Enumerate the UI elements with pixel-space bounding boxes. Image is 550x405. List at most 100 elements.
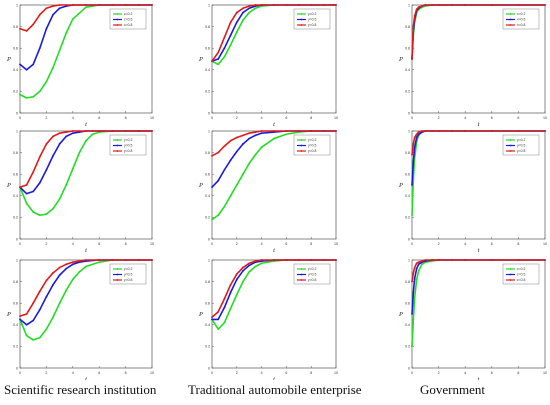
data-point: [85, 130, 87, 132]
data-point: [38, 290, 41, 293]
legend-label: x=0.8: [517, 23, 526, 27]
data-point: [52, 272, 54, 274]
data-point: [52, 154, 54, 157]
data-point: [235, 136, 238, 139]
x-tick-label: 8: [125, 116, 127, 120]
data-point: [25, 334, 28, 337]
data-point: [437, 130, 440, 132]
data-point: [248, 262, 251, 265]
legend-marker: [509, 139, 512, 141]
data-point: [52, 66, 54, 69]
data-point: [411, 58, 413, 60]
data-point: [45, 7, 48, 10]
y-tick-label: 0.8: [405, 25, 410, 29]
data-point: [242, 269, 244, 272]
x-tick-label: 2: [236, 242, 238, 246]
x-tick-label: 0: [411, 116, 413, 120]
data-point: [52, 283, 54, 286]
y-tick-label: 0.2: [405, 90, 410, 94]
y-axis-label: P: [6, 182, 11, 189]
data-point: [242, 173, 244, 176]
legend-marker: [300, 13, 303, 15]
chart-panel: 0 2 4 6 8 10 0 0.2 0.4 0.6 0.8 1 t Py=0.2 y=0.5y=0.8: [6, 129, 154, 254]
data-point: [65, 267, 68, 270]
chart-panel: 0 2 4 6 8 10 0 0.2 0.4 0.6 0.8 1 t Pz=0.2 z=0.5z=0.8: [6, 3, 154, 128]
data-point: [464, 4, 467, 6]
caption-traditional-automobile-enterprise: Traditional automobile enterprise: [188, 382, 362, 397]
chart-panel: 0 2 4 6 8 10 0 0.2 0.4 0.6 0.8 1 t Py=0.2 y=0.5y=0.8: [198, 3, 338, 128]
data-point: [65, 263, 68, 266]
y-tick-label: 1: [16, 3, 18, 7]
data-point: [285, 4, 288, 6]
data-point: [45, 279, 48, 282]
data-point: [71, 132, 74, 135]
data-point: [415, 8, 418, 11]
data-point: [229, 21, 232, 24]
data-point: [417, 263, 420, 266]
y-tick-label: 0.8: [205, 280, 210, 284]
data-point: [413, 146, 416, 149]
legend-marker: [509, 24, 512, 26]
data-point: [235, 278, 238, 281]
x-tick-label: 0: [411, 242, 413, 246]
legend-label: y=0.8: [124, 278, 133, 282]
legend-label: y=0.5: [308, 18, 317, 22]
y-axis-label: P: [398, 56, 403, 63]
y-tick-label: 0.2: [205, 90, 210, 94]
legend-label: y=0.5: [308, 144, 317, 148]
x-axis-label: t: [273, 376, 275, 380]
data-point: [25, 323, 28, 326]
data-point: [421, 260, 423, 262]
legend-marker: [116, 273, 119, 276]
x-tick-label: 4: [464, 242, 466, 246]
data-point: [65, 184, 68, 186]
y-tick-label: 0.4: [205, 194, 210, 198]
data-point: [211, 318, 213, 321]
data-point: [19, 315, 21, 318]
data-point: [38, 47, 41, 50]
data-point: [235, 150, 238, 153]
y-tick-label: 0.4: [205, 323, 210, 327]
data-point: [273, 4, 275, 6]
data-point: [260, 259, 263, 261]
data-point: [413, 14, 416, 17]
data-point: [431, 4, 433, 6]
data-point: [411, 313, 413, 315]
data-point: [431, 259, 433, 261]
data-point: [412, 143, 415, 145]
legend-label: z=0.2: [517, 267, 526, 271]
data-point: [260, 262, 263, 265]
data-point: [223, 306, 226, 309]
data-point: [65, 135, 68, 138]
y-tick-label: 0.2: [205, 216, 210, 220]
data-point: [285, 130, 288, 132]
y-tick-label: 0.4: [405, 68, 410, 72]
data-point: [490, 4, 493, 6]
data-point: [248, 270, 251, 273]
data-point: [78, 151, 81, 154]
data-point: [78, 270, 81, 273]
data-point: [91, 130, 94, 132]
x-axis-label: t: [85, 376, 87, 380]
legend-marker: [300, 268, 303, 270]
data-point: [254, 260, 257, 262]
x-tick-label: 10: [150, 242, 154, 246]
legend-label: y=0.5: [124, 144, 133, 148]
data-point: [52, 135, 54, 138]
data-point: [223, 47, 226, 50]
legend-label: y=0.2: [124, 267, 133, 271]
data-point: [58, 7, 61, 10]
legend-marker: [509, 273, 512, 276]
data-point: [417, 6, 420, 9]
data-point: [223, 297, 226, 300]
data-point: [335, 259, 337, 261]
legend-marker: [300, 279, 303, 281]
x-tick-label: 6: [98, 371, 100, 375]
x-tick-label: 6: [98, 242, 100, 246]
legend-marker: [300, 139, 303, 141]
data-point: [297, 4, 300, 6]
data-point: [78, 130, 81, 132]
x-tick-label: 2: [45, 242, 47, 246]
data-point: [254, 265, 257, 268]
